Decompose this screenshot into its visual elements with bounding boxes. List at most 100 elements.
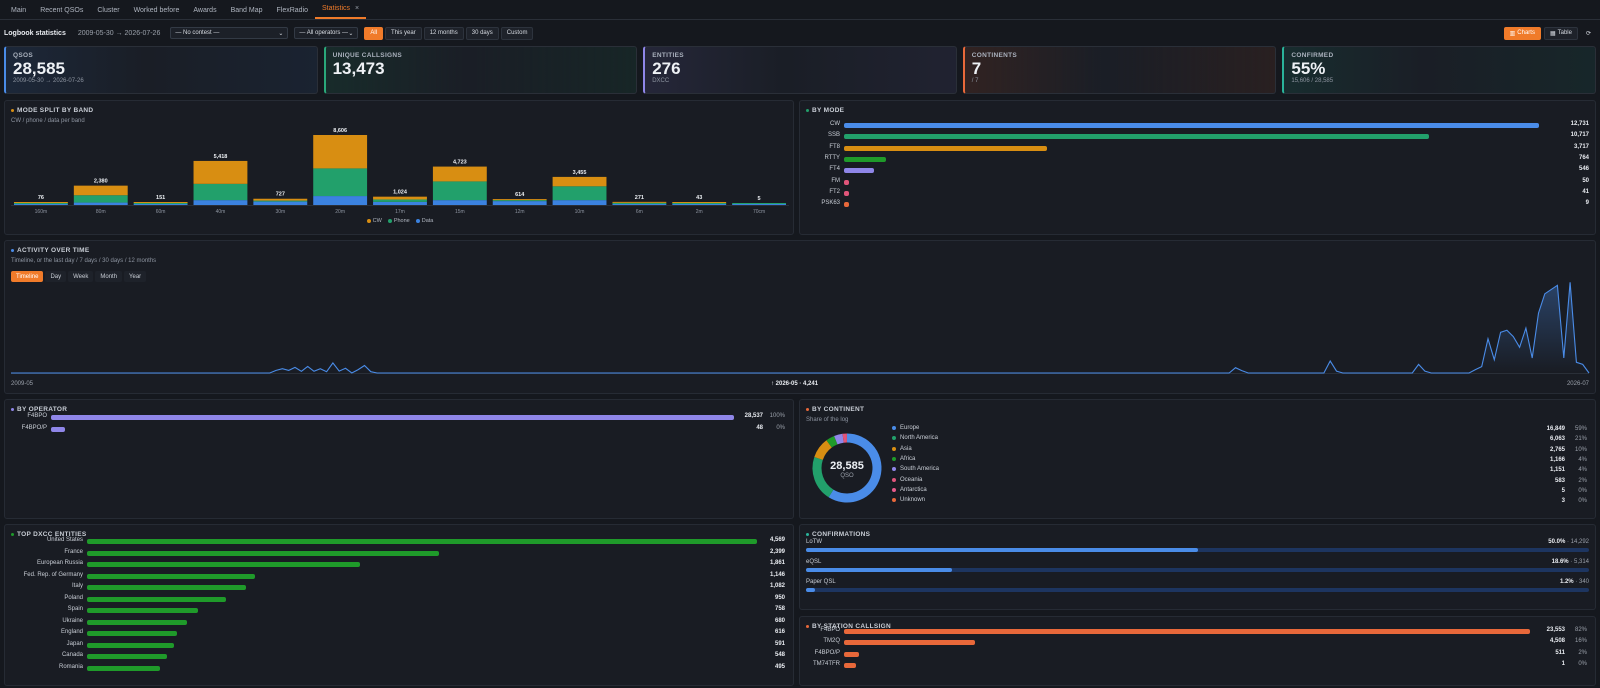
peak-label: ↑ 2026-05 · 4,241 <box>771 381 819 387</box>
bar-segment-phone <box>432 181 487 201</box>
continent-dot <box>892 426 896 430</box>
dxcc-bar <box>87 562 360 567</box>
date-range: 2009-05-30 → 2026-07-26 <box>77 29 161 37</box>
panel-title: ACTIVITY OVER TIME <box>11 247 89 254</box>
tab-recent-qsos[interactable]: Recent QSOs <box>33 7 90 19</box>
bar-segment-phone <box>13 203 68 204</box>
mode-label: RTTY <box>824 154 840 161</box>
period-this-year[interactable]: This year <box>385 26 422 40</box>
mode-split-chart: 76 160m 2,380 80m 151 60m 5,418 40m 727 30m 8,606 2… <box>11 128 789 215</box>
tab-main[interactable]: Main <box>4 7 33 19</box>
mode-value: 3,717 <box>1573 143 1589 150</box>
refresh-button[interactable]: ⟳ <box>1581 27 1596 40</box>
dxcc-value: 495 <box>774 663 785 670</box>
continent-label: South America <box>900 466 940 473</box>
panel-dot <box>806 408 809 411</box>
kpi-value: 276 <box>652 59 681 78</box>
bar-segment-cw <box>73 185 128 196</box>
tab-label: Recent QSOs <box>40 7 84 14</box>
dxcc-value: 548 <box>774 652 785 658</box>
tab-flexradio[interactable]: FlexRadio <box>270 7 316 19</box>
dxcc-value: 950 <box>774 594 785 601</box>
tab-awards[interactable]: Awards <box>186 7 223 19</box>
continent-value: 583 <box>1554 477 1565 484</box>
mode-label: PSK63 <box>821 200 840 207</box>
legend-item: Data <box>415 218 434 224</box>
activity-tab-year[interactable]: Year <box>124 271 147 282</box>
donut-slice <box>828 433 882 503</box>
mode-bar <box>844 156 886 162</box>
continent-percent: 0% <box>1578 498 1587 505</box>
activity-tab-month[interactable]: Month <box>95 271 123 282</box>
continent-percent: 4% <box>1578 456 1587 463</box>
period-12-months[interactable]: 12 months <box>423 26 464 40</box>
dxcc-value: 2,399 <box>769 548 785 555</box>
operator-select-value: — All operators — <box>299 30 349 36</box>
confirmation-percent: 18.6% <box>1551 559 1569 565</box>
bar-segment-data <box>313 196 368 205</box>
tab-worked-before[interactable]: Worked before <box>127 7 187 19</box>
band-tick-label: 15m <box>455 209 465 215</box>
period-all[interactable]: All <box>364 26 384 40</box>
legend-label: Data <box>421 218 434 224</box>
dxcc-bar <box>87 585 246 590</box>
period-selector: All This year 12 months 30 days Custom <box>364 26 534 40</box>
bar-segment-data <box>432 200 487 205</box>
bar-segment-phone <box>373 199 427 202</box>
continent-value: 6,063 <box>1549 436 1565 443</box>
tab-label: Worked before <box>133 7 180 14</box>
kpi-label: UNIQUE CALLSIGNS <box>332 52 403 59</box>
bar-segment-cw <box>552 176 607 187</box>
x-start-label: 2009-05 <box>11 381 34 387</box>
period-30-days[interactable]: 30 days <box>465 26 499 40</box>
operator-select[interactable]: — All operators — ⌄ <box>294 27 359 39</box>
band-tick-label: 40m <box>216 209 226 215</box>
continent-label: North America <box>900 435 939 442</box>
station-label: F4BPO <box>820 627 840 633</box>
bar-segment-cw <box>672 202 727 203</box>
continent-dot <box>892 498 896 503</box>
close-icon[interactable]: × <box>355 5 360 12</box>
bar-segment-cw <box>373 196 427 200</box>
dxcc-value: 616 <box>774 629 785 635</box>
confirmations-title: CONFIRMATIONS <box>812 531 871 538</box>
station-percent: 2% <box>1578 649 1587 656</box>
continent-value: 1,151 <box>1549 467 1565 474</box>
confirmation-track <box>806 568 1589 572</box>
period-custom[interactable]: Custom <box>500 26 534 40</box>
panel-title: TOP DXCC ENTITIES <box>11 531 87 538</box>
table-view-button[interactable]: ▦ Table <box>1543 26 1578 40</box>
confirmation-total: 5,314 <box>1573 559 1589 565</box>
continent-row: Oceania <box>892 477 922 483</box>
activity-tab-timeline[interactable]: Timeline <box>11 271 44 282</box>
dxcc-value: 4,569 <box>769 537 785 543</box>
confirmation-values: 18.6% · 5,314 <box>1552 559 1589 565</box>
separator: · <box>1573 579 1579 585</box>
dxcc-label: United States <box>46 537 83 543</box>
tab-band-map[interactable]: Band Map <box>224 7 270 19</box>
contest-select[interactable]: — No contest — ⌄ <box>170 27 289 39</box>
tab-label: FlexRadio <box>276 7 309 14</box>
mode-value: 12,731 <box>1570 121 1589 127</box>
tab-statistics[interactable]: Statistics × <box>315 5 367 19</box>
band-tick-label: 2m <box>696 209 703 215</box>
dxcc-label: Poland <box>64 594 83 601</box>
dxcc-label: England <box>60 629 83 635</box>
activity-tab-day[interactable]: Day <box>45 271 67 282</box>
bar-segment-phone <box>492 200 547 202</box>
continent-row: South America <box>892 466 939 472</box>
activity-tab-week[interactable]: Week <box>68 271 94 282</box>
operator-bar <box>51 415 734 420</box>
band-tick-label: 20m <box>335 209 345 215</box>
panel-dot <box>11 249 14 252</box>
station-value: 1 <box>1561 660 1565 667</box>
mode-value: 10,717 <box>1570 132 1589 139</box>
charts-view-button[interactable]: ▥ Charts <box>1503 26 1541 40</box>
station-value: 4,508 <box>1549 638 1565 645</box>
continent-label: Africa <box>900 455 916 462</box>
tab-cluster[interactable]: Cluster <box>90 7 126 19</box>
panel-dot <box>11 408 14 411</box>
continent-value: 2,765 <box>1549 446 1565 453</box>
station-callsign-title: BY STATION CALLSIGN <box>812 623 892 630</box>
station-label: TM74TFR <box>813 660 840 667</box>
